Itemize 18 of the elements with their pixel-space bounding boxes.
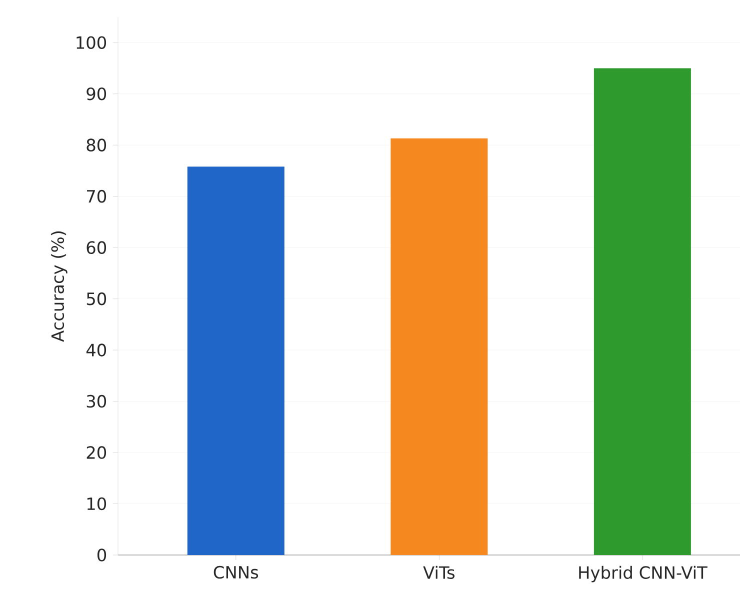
y-tick-label: 100 <box>76 36 106 50</box>
y-tick-label: 90 <box>86 87 106 100</box>
y-tick-label: 10 <box>87 497 106 510</box>
y-tick-label: 20 <box>86 446 106 459</box>
y-tick-label: 70 <box>86 190 106 203</box>
bar <box>187 166 284 555</box>
x-tick-label: Hybrid CNN-ViT <box>579 566 708 582</box>
bar <box>390 138 488 555</box>
y-tick-label: 40 <box>86 344 106 356</box>
x-tick-label: ViTs <box>423 566 454 579</box>
y-tick-label: 80 <box>86 138 106 152</box>
y-tick-label: 0 <box>97 548 106 562</box>
y-tick-label: 50 <box>86 292 106 306</box>
y-axis-title: Accuracy (%) <box>50 231 68 342</box>
x-tick-label: CNNs <box>214 566 258 579</box>
y-tick-label: 60 <box>86 241 106 254</box>
y-tick-label: 30 <box>86 394 106 408</box>
bar <box>594 68 691 555</box>
